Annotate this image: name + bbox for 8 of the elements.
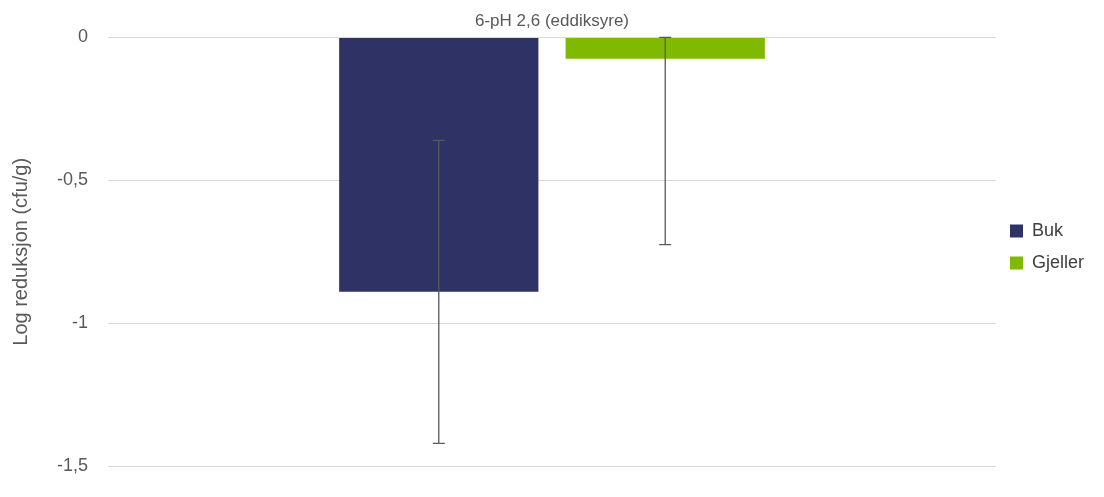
legend-label: Gjeller <box>1031 251 1085 272</box>
y-axis-title: Log reduksjon (cfu/g) <box>8 157 31 346</box>
x-tick-label: 6-pH 2,6 (eddiksyre) <box>474 10 630 30</box>
legend-label: Buk <box>1031 219 1064 240</box>
y-tick-label: -1,5 <box>56 455 89 476</box>
y-tick-label: 0 <box>78 26 89 47</box>
y-tick-label: -1 <box>72 312 89 333</box>
y-tick-label: -0,5 <box>56 169 89 190</box>
